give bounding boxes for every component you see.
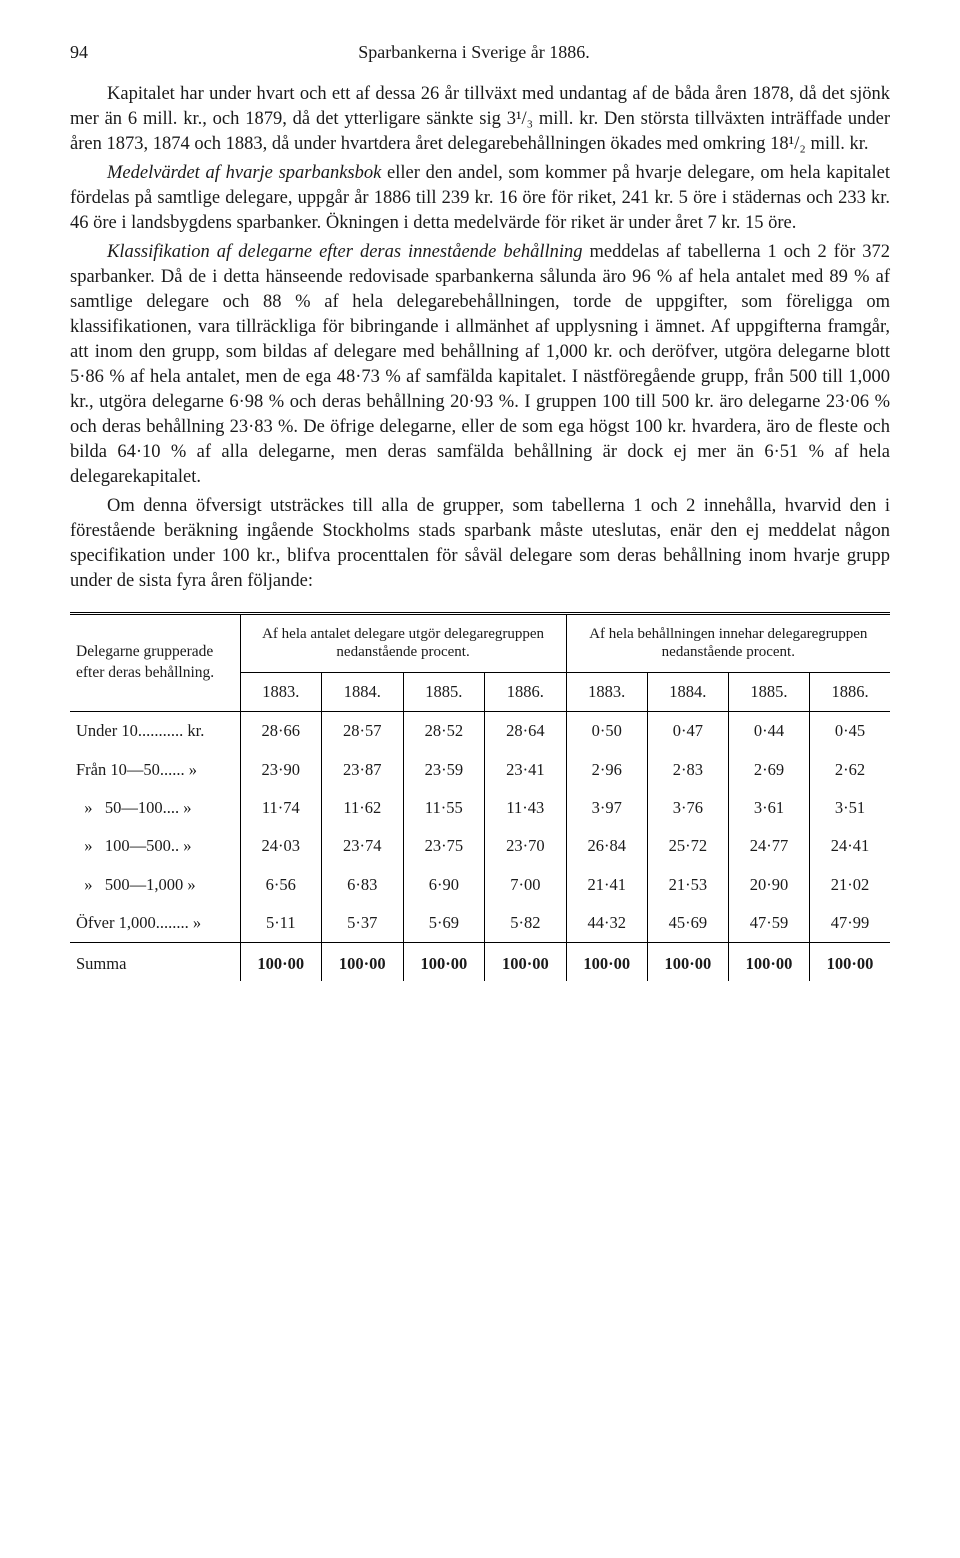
cell-value: 7·00 (485, 866, 567, 904)
cell-value: 28·64 (485, 712, 567, 751)
cell-value: 24·03 (240, 827, 322, 865)
year-1885-a: 1885. (403, 673, 485, 712)
sum-label: Summa (70, 943, 240, 982)
running-title: Sparbankerna i Sverige år 1886. (88, 40, 860, 64)
cell-value: 2·62 (810, 751, 890, 789)
cell-value: 3·76 (647, 789, 728, 827)
page-number: 94 (70, 40, 88, 64)
cell-value: 28·66 (240, 712, 322, 751)
year-1883-a: 1883. (240, 673, 322, 712)
sum-value: 100·00 (810, 943, 890, 982)
cell-value: 25·72 (647, 827, 728, 865)
cell-value: 0·47 (647, 712, 728, 751)
rowhead-label: Delegarne grupperade efter deras behålln… (70, 613, 240, 712)
table-head: Delegarne grupperade efter deras behålln… (70, 613, 890, 712)
cell-value: 3·97 (566, 789, 647, 827)
paragraph-2: Medelvärdet af hvarje sparbanksbok eller… (70, 161, 890, 236)
cell-value: 11·62 (322, 789, 404, 827)
year-1884-a: 1884. (322, 673, 404, 712)
group-header-1: Af hela antalet delegare utgör delegareg… (240, 613, 566, 673)
table-row: » 500—1,000 »6·566·836·907·0021·4121·532… (70, 866, 890, 904)
year-1885-b: 1885. (728, 673, 809, 712)
cell-value: 5·69 (403, 904, 485, 943)
cell-value: 23·59 (403, 751, 485, 789)
year-1884-b: 1884. (647, 673, 728, 712)
cell-value: 28·52 (403, 712, 485, 751)
sum-value: 100·00 (728, 943, 809, 982)
cell-value: 5·11 (240, 904, 322, 943)
cell-value: 11·74 (240, 789, 322, 827)
page-header: 94 Sparbankerna i Sverige år 1886. (70, 40, 890, 64)
paragraph-1: Kapitalet har under hvart och ett af des… (70, 82, 890, 157)
cell-value: 24·41 (810, 827, 890, 865)
cell-value: 23·74 (322, 827, 404, 865)
cell-value: 44·32 (566, 904, 647, 943)
year-1886-a: 1886. (485, 673, 567, 712)
cell-value: 3·61 (728, 789, 809, 827)
cell-value: 11·43 (485, 789, 567, 827)
sum-value: 100·00 (647, 943, 728, 982)
cell-value: 0·50 (566, 712, 647, 751)
row-label: Under 10........... kr. (70, 712, 240, 751)
cell-value: 3·51 (810, 789, 890, 827)
cell-value: 24·77 (728, 827, 809, 865)
cell-value: 5·37 (322, 904, 404, 943)
cell-value: 11·55 (403, 789, 485, 827)
sum-value: 100·00 (240, 943, 322, 982)
table-row: Under 10........... kr.28·6628·5728·5228… (70, 712, 890, 751)
cell-value: 0·45 (810, 712, 890, 751)
cell-value: 6·56 (240, 866, 322, 904)
row-label: Öfver 1,000........ » (70, 904, 240, 943)
cell-value: 2·69 (728, 751, 809, 789)
sum-value: 100·00 (322, 943, 404, 982)
table-row: » 100—500.. »24·0323·7423·7523·7026·8425… (70, 827, 890, 865)
cell-value: 21·02 (810, 866, 890, 904)
p3-rest: meddelas af tabellerna 1 och 2 för 372 s… (70, 242, 890, 487)
p2-italic-lead: Medelvärdet af hvarje sparbanksbok (107, 163, 381, 183)
cell-value: 47·59 (728, 904, 809, 943)
cell-value: 47·99 (810, 904, 890, 943)
row-label: » 500—1,000 » (70, 866, 240, 904)
row-label: » 50—100.... » (70, 789, 240, 827)
cell-value: 20·90 (728, 866, 809, 904)
cell-value: 21·53 (647, 866, 728, 904)
paragraph-3: Klassifikation af delegarne efter deras … (70, 240, 890, 490)
table-row: » 50—100.... »11·7411·6211·5511·433·973·… (70, 789, 890, 827)
cell-value: 45·69 (647, 904, 728, 943)
cell-value: 6·90 (403, 866, 485, 904)
table-body: Under 10........... kr.28·6628·5728·5228… (70, 712, 890, 981)
percent-table: Delegarne grupperade efter deras behålln… (70, 612, 890, 982)
cell-value: 2·96 (566, 751, 647, 789)
year-1886-b: 1886. (810, 673, 890, 712)
table-sum-row: Summa100·00100·00100·00100·00100·00100·0… (70, 943, 890, 982)
cell-value: 5·82 (485, 904, 567, 943)
table-row: Öfver 1,000........ »5·115·375·695·8244·… (70, 904, 890, 943)
cell-value: 0·44 (728, 712, 809, 751)
paragraph-4: Om denna öfversigt utsträckes till alla … (70, 494, 890, 594)
group-header-2: Af hela behållningen innehar delegaregru… (566, 613, 890, 673)
cell-value: 2·83 (647, 751, 728, 789)
year-1883-b: 1883. (566, 673, 647, 712)
cell-value: 23·75 (403, 827, 485, 865)
sum-value: 100·00 (566, 943, 647, 982)
row-label: Från 10—50...... » (70, 751, 240, 789)
cell-value: 6·83 (322, 866, 404, 904)
cell-value: 23·41 (485, 751, 567, 789)
row-label: » 100—500.. » (70, 827, 240, 865)
cell-value: 26·84 (566, 827, 647, 865)
cell-value: 21·41 (566, 866, 647, 904)
cell-value: 23·70 (485, 827, 567, 865)
cell-value: 28·57 (322, 712, 404, 751)
table-row: Från 10—50...... »23·9023·8723·5923·412·… (70, 751, 890, 789)
sum-value: 100·00 (485, 943, 567, 982)
cell-value: 23·87 (322, 751, 404, 789)
cell-value: 23·90 (240, 751, 322, 789)
sum-value: 100·00 (403, 943, 485, 982)
p3-italic-lead: Klassifikation af delegarne efter deras … (107, 242, 583, 262)
